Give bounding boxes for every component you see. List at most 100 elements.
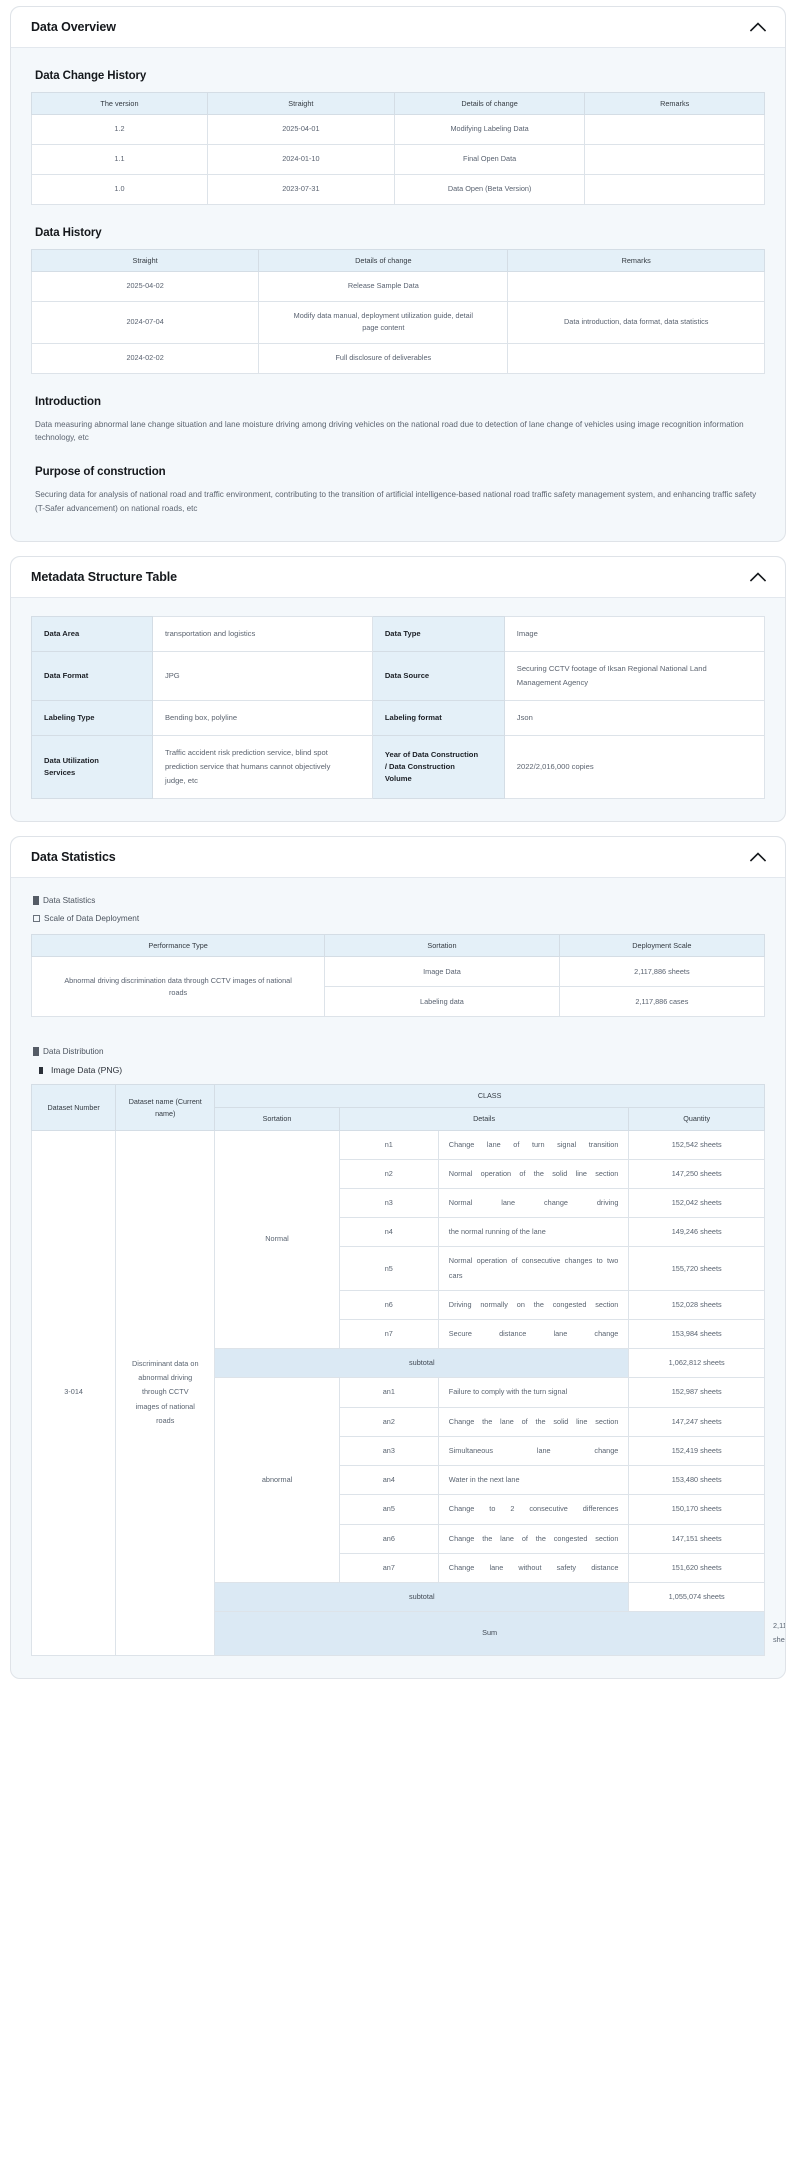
metadata-label: Data Area [31, 616, 153, 653]
cell-remarks [507, 342, 765, 374]
data-distribution-table: Dataset Number Dataset name (Current nam… [30, 1084, 785, 1656]
cell-quantity: 147,151 sheets [628, 1523, 765, 1554]
table-header-row: The version Straight Details of change R… [31, 92, 765, 115]
cell-class-code: an1 [338, 1377, 439, 1408]
metadata-label: Data Utilization Services [31, 735, 153, 800]
data-overview-header[interactable]: Data Overview [11, 7, 785, 48]
data-statistics-header[interactable]: Data Statistics [11, 837, 785, 879]
cell-class-code: an2 [338, 1406, 439, 1437]
table-row: 2024-02-02 Full disclosure of deliverabl… [30, 342, 765, 374]
cell-class-code: n4 [338, 1217, 439, 1248]
metadata-value: Image [503, 616, 766, 653]
table-row: n2 Normal operation of the solid line se… [32, 1158, 765, 1189]
cell-quantity: 155,720 sheets [628, 1246, 765, 1291]
column-header: Straight [30, 249, 260, 272]
column-header: Deployment Scale [558, 934, 766, 958]
cell-subtotal-label: subtotal [214, 1348, 630, 1379]
table-row: Labeling Type Bending box, polyline Labe… [31, 700, 766, 737]
cell-remarks [584, 114, 765, 145]
bullet-label: Image Data (PNG) [51, 1065, 123, 1076]
data-history-table: Straight Details of change Remarks 2025-… [30, 249, 765, 374]
cell-quantity: 153,480 sheets [628, 1465, 765, 1496]
cell-class-code: n1 [338, 1129, 439, 1160]
cell-sortation-abnormal: abnormal [214, 1377, 340, 1584]
table-row: n5 Normal operation of consecutive chang… [32, 1246, 765, 1291]
table-header-row: Straight Details of change Remarks [30, 249, 765, 272]
cell-details: Modify data manual, deployment utilizati… [258, 301, 509, 344]
table-row: an3 Simultaneous lane change 152,419 she… [32, 1435, 765, 1467]
table-header-row: Performance Type Sortation Deployment Sc… [30, 934, 766, 958]
column-header-quantity: Quantity [628, 1107, 765, 1131]
column-header-details: Details [338, 1107, 630, 1131]
cell-quantity: 152,042 sheets [628, 1187, 765, 1219]
column-header: The version [31, 92, 208, 115]
metadata-label: Data Type [371, 616, 505, 653]
cell-quantity: 149,246 sheets [628, 1217, 765, 1248]
cell-performance-type: Abnormal driving discrimination data thr… [30, 956, 326, 1018]
bullet-label: Data Statistics [43, 896, 96, 906]
chevron-up-icon[interactable] [749, 21, 767, 33]
cell-details: Modifying Labeling Data [393, 114, 586, 145]
table-row: 3-014 Discriminant data on abnormal driv… [30, 1129, 765, 1656]
cell-class-detail: the normal running of the lane [437, 1217, 630, 1248]
cell-remarks: Data introduction, data format, data sta… [507, 301, 765, 344]
metadata-label: Labeling Type [31, 700, 153, 737]
column-header: Sortation [324, 934, 560, 958]
purpose-text: Securing data for analysis of national r… [35, 490, 757, 513]
cell-sortation: Labeling data [324, 986, 560, 1018]
column-header: Details of change [258, 249, 509, 272]
table-row: Labeling data 2,117,886 cases [32, 986, 766, 1018]
cell-details: Data Open (Beta Version) [393, 174, 586, 205]
small-square-bullet-icon [39, 1066, 43, 1074]
cell-class-code: n2 [338, 1158, 439, 1189]
cell-quantity: 150,170 sheets [628, 1494, 765, 1525]
cell-date: 2025-04-01 [206, 114, 395, 145]
cell-class-code: n3 [338, 1187, 439, 1219]
table-row: 1.2 2025-04-01 Modifying Labeling Data [31, 114, 765, 145]
table-row: an5 Change to 2 consecutive differences … [32, 1494, 765, 1525]
cell-details: Final Open Data [393, 144, 586, 175]
table-row: 1.0 2023-07-31 Data Open (Beta Version) [31, 174, 765, 205]
cell-class-detail: Failure to comply with the turn signal [437, 1377, 630, 1408]
filled-square-bullet-icon [33, 896, 39, 906]
bullet-data-distribution: Data Distribution [33, 1047, 765, 1057]
table-row: an7 Change lane without safety distance … [32, 1552, 765, 1584]
table-row-sum: Sum 2,117,886 sheets [32, 1611, 785, 1656]
column-header-dataset-number: Dataset Number [30, 1084, 117, 1131]
cell-details: Release Sample Data [258, 271, 509, 302]
cell-quantity: 152,419 sheets [628, 1435, 765, 1467]
table-row: n7 Secure distance lane change 153,984 s… [32, 1319, 765, 1350]
cell-remarks [584, 174, 765, 205]
table-row: Abnormal driving discrimination data thr… [30, 956, 766, 1018]
introduction-text: Data measuring abnormal lane change situ… [35, 419, 744, 443]
cell-subtotal-quantity: 1,055,074 sheets [628, 1582, 765, 1613]
column-header: Performance Type [30, 934, 326, 958]
column-header-dataset-name: Dataset name (Current name) [115, 1084, 216, 1131]
column-header-class: CLASS [214, 1084, 765, 1108]
bullet-label: Data Distribution [43, 1047, 104, 1057]
cell-version: 1.0 [31, 174, 208, 205]
metadata-value: Bending box, polyline [151, 700, 373, 737]
chevron-up-icon[interactable] [749, 571, 767, 583]
table-row: abnormal an1 Failure to comply with the … [32, 1377, 765, 1584]
metadata-value: 2022/2,016,000 copies [503, 735, 766, 800]
cell-class-detail: Change to 2 consecutive differences [437, 1494, 630, 1525]
data-statistics-body: Data Statistics Scale of Data Deployment… [11, 878, 785, 1677]
cell-class-detail: Normal lane change driving [437, 1187, 630, 1219]
metadata-structure-header[interactable]: Metadata Structure Table [11, 557, 785, 599]
cell-deployment-scale: 2,117,886 cases [558, 986, 766, 1018]
cell-date: 2024-07-04 [30, 301, 260, 344]
chevron-up-icon[interactable] [749, 851, 767, 863]
table-row: n6 Driving normally on the congested sec… [32, 1289, 765, 1321]
column-header: Straight [206, 92, 395, 115]
cell-quantity: 147,250 sheets [628, 1158, 765, 1189]
data-overview-card: Data Overview Data Change History The ve… [10, 6, 786, 543]
metadata-label: Data Format [31, 651, 153, 702]
cell-remarks [584, 144, 765, 175]
cell-class-detail: Water in the next lane [437, 1465, 630, 1496]
cell-class-code: an4 [338, 1465, 439, 1496]
cell-class-code: n7 [338, 1319, 439, 1350]
table-row: Data Format JPG Data Source Securing CCT… [31, 651, 766, 702]
cell-class-detail: Change the lane of the congested section [437, 1523, 630, 1554]
cell-subtotal-quantity: 1,062,812 sheets [628, 1348, 765, 1379]
